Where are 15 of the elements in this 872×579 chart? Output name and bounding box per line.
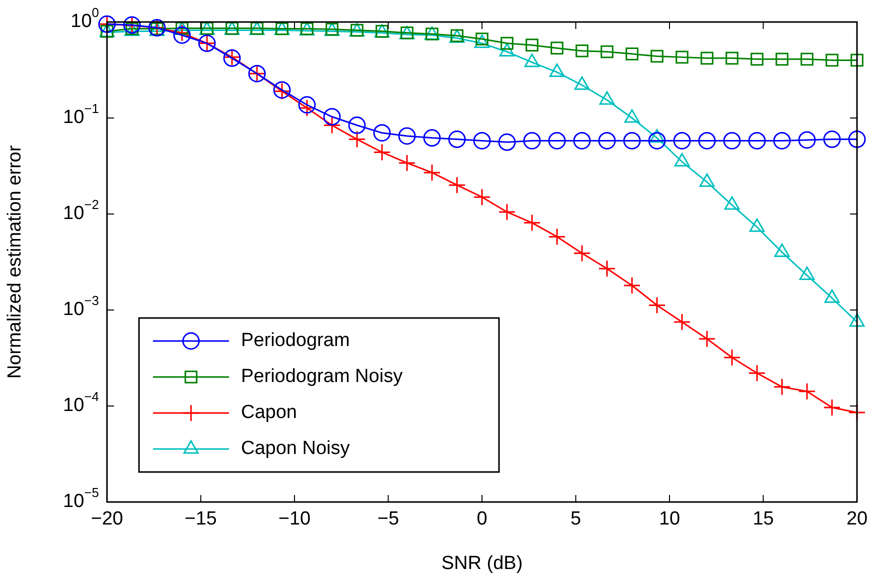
x-tick-label: 5 <box>570 508 582 530</box>
x-axis-title: SNR (dB) <box>441 552 523 574</box>
x-tick-label: −15 <box>184 508 217 530</box>
legend-label: Periodogram <box>241 330 350 352</box>
x-tick-label: 10 <box>658 508 680 530</box>
x-tick-label: −5 <box>377 508 400 530</box>
x-tick-label: 15 <box>752 508 774 530</box>
x-tick-label: 0 <box>476 508 488 530</box>
legend-label: Capon Noisy <box>241 438 350 460</box>
x-tick-label: 20 <box>846 508 868 530</box>
x-tick-label: −10 <box>278 508 311 530</box>
legend-label: Periodogram Noisy <box>241 366 404 388</box>
x-tick-label: −20 <box>90 508 124 530</box>
y-axis-title: Normalized estimation error <box>4 144 26 379</box>
legend-label: Capon <box>241 402 297 424</box>
